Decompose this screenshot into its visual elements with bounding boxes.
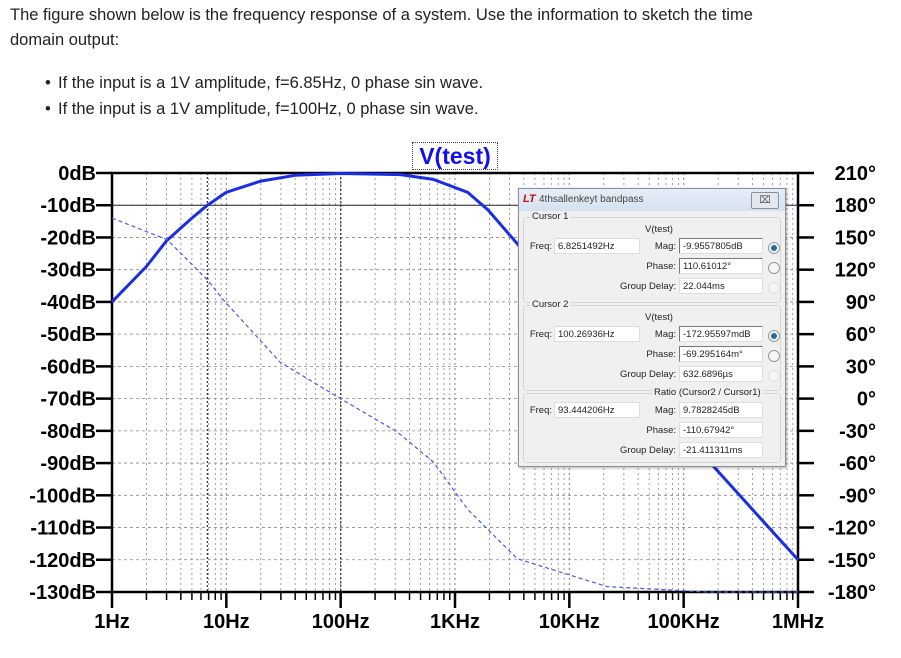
dialog-title: 4thsallenkeyt bandpass [539,194,644,205]
freq-label: Freq: [529,405,552,416]
freq-label: Freq: [529,329,552,340]
mag-label: Mag: [654,329,676,340]
y-left-tick-label: -90dB [40,453,96,475]
cursor2-group: Cursor 2 V(test) Freq: 100.26936Hz Mag: … [523,299,781,391]
cursor2-phase-field[interactable]: -69.295164m° [679,346,763,362]
y-right-tick-label: -150° [828,550,876,572]
group-delay-label: Group Delay: [620,281,676,292]
cursor-dialog: LT 4thsallenkeyt bandpass ⌧ Cursor 1 V(t… [518,188,786,467]
y-left-tick-label: -30dB [40,260,96,282]
phase-label: Phase: [646,261,676,272]
x-tick-label: 10KHz [539,611,600,633]
x-tick-label: 1MHz [772,611,824,633]
y-left-tick-label: 0dB [58,163,96,185]
mag-label: Mag: [654,241,676,252]
cursor1-mag-radio[interactable] [768,242,780,254]
y-right-tick-label: -120° [828,518,876,540]
cursor1-freq-field[interactable]: 6.8251492Hz [554,238,640,254]
bullet-item: If the input is a 1V amplitude, f=100Hz,… [45,100,479,119]
cursor1-label: Cursor 1 [530,211,571,222]
y-left-tick-label: -20dB [40,227,96,249]
lt-logo-icon: LT [523,193,536,205]
x-tick-label: 10Hz [203,611,250,633]
question-line-2: domain output: [10,31,120,49]
y-left-tick-label: -70dB [40,389,96,411]
y-left-tick-label: -10dB [40,195,96,217]
cursor2-mag-radio[interactable] [768,330,780,342]
dialog-titlebar[interactable]: LT 4thsallenkeyt bandpass ⌧ [519,189,785,211]
cursor1-phase-radio[interactable] [768,262,780,274]
x-tick-label: 1Hz [94,611,130,633]
cursor2-trace: V(test) [645,312,673,323]
y-left-tick-label: -80dB [40,421,96,443]
y-right-tick-label: 30° [846,356,876,378]
x-tick-label: 100KHz [648,611,720,633]
y-right-tick-label: 150° [835,227,876,249]
bullet-item: If the input is a 1V amplitude, f=6.85Hz… [45,74,483,93]
cursor1-trace: V(test) [645,224,673,235]
cursor2-freq-field[interactable]: 100.26936Hz [554,326,640,342]
y-right-tick-label: 0° [857,389,876,411]
x-tick-label: 100Hz [312,611,370,633]
y-right-tick-label: 210° [835,163,876,185]
y-right-tick-label: 90° [846,292,876,314]
y-right-tick-label: -30° [839,421,876,443]
ratio-label: Ratio (Cursor2 / Cursor1) [652,387,763,398]
x-tick-label: 1KHz [430,611,480,633]
cursor2-phase-radio[interactable] [768,350,780,362]
y-right-tick-label: -60° [839,453,876,475]
ratio-phase-field[interactable]: -110.67942° [679,422,763,438]
ratio-gd-field[interactable]: -21.411311ms [679,442,763,458]
ratio-freq-field[interactable]: 93.444206Hz [554,402,640,418]
cursor1-group: Cursor 1 V(test) Freq: 6.8251492Hz Mag: … [523,211,781,303]
y-left-tick-label: -120dB [29,550,96,572]
phase-label: Phase: [646,425,676,436]
cursor2-gd-radio [768,370,780,382]
y-right-tick-label: 180° [835,195,876,217]
group-delay-label: Group Delay: [620,445,676,456]
cursor1-gd-radio [768,282,780,294]
y-left-tick-label: -40dB [40,292,96,314]
group-delay-label: Group Delay: [620,369,676,380]
cursor1-gd-field[interactable]: 22.044ms [679,278,763,294]
ratio-mag-field[interactable]: 9.7828245dB [679,402,763,418]
y-left-tick-label: -130dB [29,582,96,604]
cursor1-phase-field[interactable]: 110.61012° [679,258,763,274]
y-right-tick-label: 120° [835,260,876,282]
y-left-tick-label: -50dB [40,324,96,346]
close-button[interactable]: ⌧ [751,192,779,209]
y-left-tick-label: -110dB [30,518,96,540]
y-right-tick-label: -90° [839,485,876,507]
y-right-tick-label: 60° [846,324,876,346]
y-right-tick-label: -180° [828,582,876,604]
y-left-tick-label: -100dB [29,485,96,507]
question-line-1: The figure shown below is the frequency … [10,6,753,24]
mag-label: Mag: [654,405,676,416]
cursor1-mag-field[interactable]: -9.9557805dB [679,238,763,254]
cursor2-label: Cursor 2 [530,299,571,310]
freq-label: Freq: [529,241,552,252]
phase-label: Phase: [646,349,676,360]
trace-label[interactable]: V(test) [412,142,498,170]
cursor2-mag-field[interactable]: -172.95597mdB [679,326,763,342]
y-left-tick-label: -60dB [40,356,96,378]
cursor2-gd-field[interactable]: 632.6896µs [679,366,763,382]
ratio-group: Ratio (Cursor2 / Cursor1) Freq: 93.44420… [523,387,781,463]
